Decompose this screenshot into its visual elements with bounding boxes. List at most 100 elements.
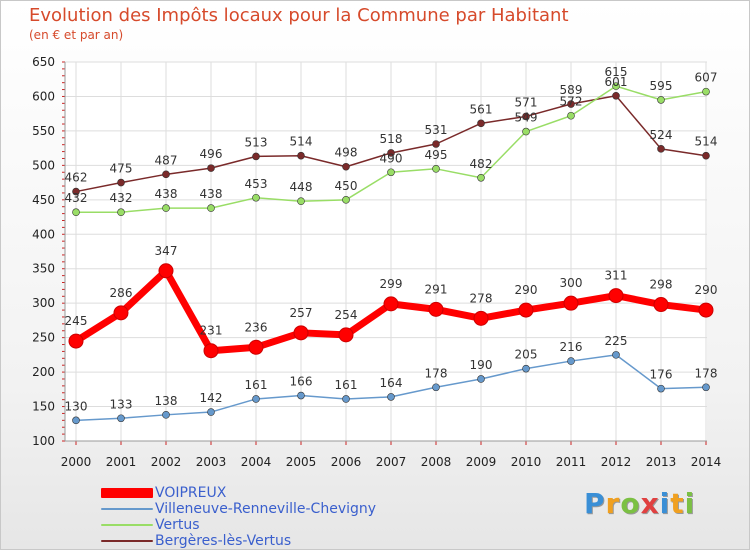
data-point bbox=[657, 145, 665, 153]
data-label: 438 bbox=[200, 187, 223, 201]
data-label: 161 bbox=[245, 378, 268, 392]
legend-swatch bbox=[101, 524, 153, 526]
data-point bbox=[563, 295, 579, 311]
data-point bbox=[117, 178, 125, 187]
data-label: 571 bbox=[515, 95, 538, 109]
data-point bbox=[432, 140, 440, 148]
data-label: 231 bbox=[200, 324, 223, 338]
y-tick-label: 500 bbox=[32, 158, 55, 172]
legend-item: Vertus bbox=[101, 517, 376, 533]
data-label: 475 bbox=[110, 162, 133, 176]
logo-letter: x bbox=[640, 487, 660, 520]
data-label: 514 bbox=[290, 135, 313, 149]
data-label: 299 bbox=[380, 277, 403, 291]
data-label: 549 bbox=[515, 111, 538, 125]
data-label: 513 bbox=[245, 135, 268, 149]
data-point bbox=[342, 395, 350, 403]
y-tick-label: 250 bbox=[32, 331, 55, 345]
data-point bbox=[338, 327, 354, 343]
data-label: 290 bbox=[695, 283, 718, 297]
data-point bbox=[297, 391, 305, 400]
y-tick-label: 400 bbox=[32, 227, 55, 241]
x-tick-label: 2006 bbox=[331, 455, 362, 469]
data-label: 133 bbox=[110, 397, 133, 411]
x-tick-label: 2011 bbox=[556, 455, 587, 469]
data-label: 216 bbox=[560, 340, 583, 354]
data-point bbox=[252, 193, 260, 202]
y-tick-label: 600 bbox=[32, 89, 55, 103]
data-label: 138 bbox=[155, 394, 178, 408]
x-tick-label: 2014 bbox=[691, 455, 722, 469]
data-label: 190 bbox=[470, 358, 493, 372]
data-label: 514 bbox=[695, 135, 718, 149]
data-point bbox=[567, 100, 575, 108]
data-label: 178 bbox=[425, 366, 448, 380]
data-point bbox=[657, 384, 665, 393]
x-tick-label: 2007 bbox=[376, 455, 407, 469]
x-tick-label: 2001 bbox=[106, 455, 137, 469]
data-label: 164 bbox=[380, 376, 403, 390]
data-point bbox=[522, 364, 530, 373]
data-label: 142 bbox=[200, 391, 223, 405]
data-label: 601 bbox=[605, 75, 628, 89]
data-label: 205 bbox=[515, 348, 538, 362]
data-point bbox=[432, 165, 440, 173]
data-point bbox=[702, 151, 710, 160]
data-label: 311 bbox=[605, 269, 628, 283]
data-point bbox=[252, 395, 260, 403]
data-point bbox=[207, 164, 215, 172]
x-tick-label: 2013 bbox=[646, 455, 677, 469]
data-point bbox=[117, 208, 125, 217]
data-point bbox=[162, 411, 170, 419]
logo-letter: i bbox=[659, 487, 671, 520]
data-point bbox=[162, 204, 170, 212]
legend-label: Villeneuve-Renneville-Chevigny bbox=[155, 501, 377, 517]
data-label: 453 bbox=[245, 177, 268, 191]
chart-subtitle: (en € et par an) bbox=[29, 28, 124, 42]
data-label: 290 bbox=[515, 283, 538, 297]
data-label: 254 bbox=[335, 308, 358, 322]
data-label: 450 bbox=[335, 179, 358, 193]
data-label: 291 bbox=[425, 282, 448, 296]
data-label: 607 bbox=[695, 71, 718, 85]
data-point bbox=[522, 127, 530, 136]
legend-label: Vertus bbox=[155, 517, 200, 533]
line-chart: 100 150 200 250 300 350 400 450 500 550 600 650 2000… bbox=[32, 55, 722, 469]
data-point bbox=[248, 339, 264, 355]
data-point bbox=[68, 333, 84, 349]
data-point bbox=[207, 408, 215, 416]
x-tick-label: 2009 bbox=[466, 455, 497, 469]
legend-swatch bbox=[101, 488, 153, 498]
data-point bbox=[387, 393, 395, 401]
data-point bbox=[612, 82, 620, 90]
data-point bbox=[473, 310, 489, 326]
y-tick-label: 650 bbox=[32, 55, 55, 69]
legend-item: VOIPREUX bbox=[101, 485, 376, 501]
chart-legend: VOIPREUX Villeneuve-Renneville-Chevigny Ve… bbox=[101, 485, 376, 549]
legend-item: Bergères-lès-Vertus bbox=[101, 533, 376, 549]
chart-title: Evolution des Impôts locaux pour la Comm… bbox=[29, 5, 569, 26]
logo-letter: t bbox=[670, 487, 685, 520]
data-point bbox=[297, 151, 305, 160]
data-point bbox=[702, 87, 710, 96]
data-label: 495 bbox=[425, 148, 448, 162]
data-point bbox=[522, 112, 530, 121]
data-label: 225 bbox=[605, 334, 628, 348]
data-label: 448 bbox=[290, 180, 313, 194]
data-point bbox=[608, 288, 624, 304]
logo-letter: o bbox=[620, 487, 641, 520]
data-point bbox=[293, 325, 309, 341]
data-point bbox=[698, 302, 714, 318]
data-point bbox=[567, 111, 575, 120]
y-tick-label: 100 bbox=[32, 434, 55, 448]
logo-letter: i bbox=[684, 487, 696, 520]
data-label: 130 bbox=[65, 399, 88, 413]
data-label: 487 bbox=[155, 153, 178, 167]
legend-label: VOIPREUX bbox=[155, 485, 227, 501]
proxiti-logo: Proxiti bbox=[584, 487, 695, 520]
y-tick-label: 200 bbox=[32, 365, 55, 379]
data-label: 176 bbox=[650, 368, 673, 382]
data-point bbox=[158, 263, 174, 279]
data-point bbox=[117, 414, 125, 423]
